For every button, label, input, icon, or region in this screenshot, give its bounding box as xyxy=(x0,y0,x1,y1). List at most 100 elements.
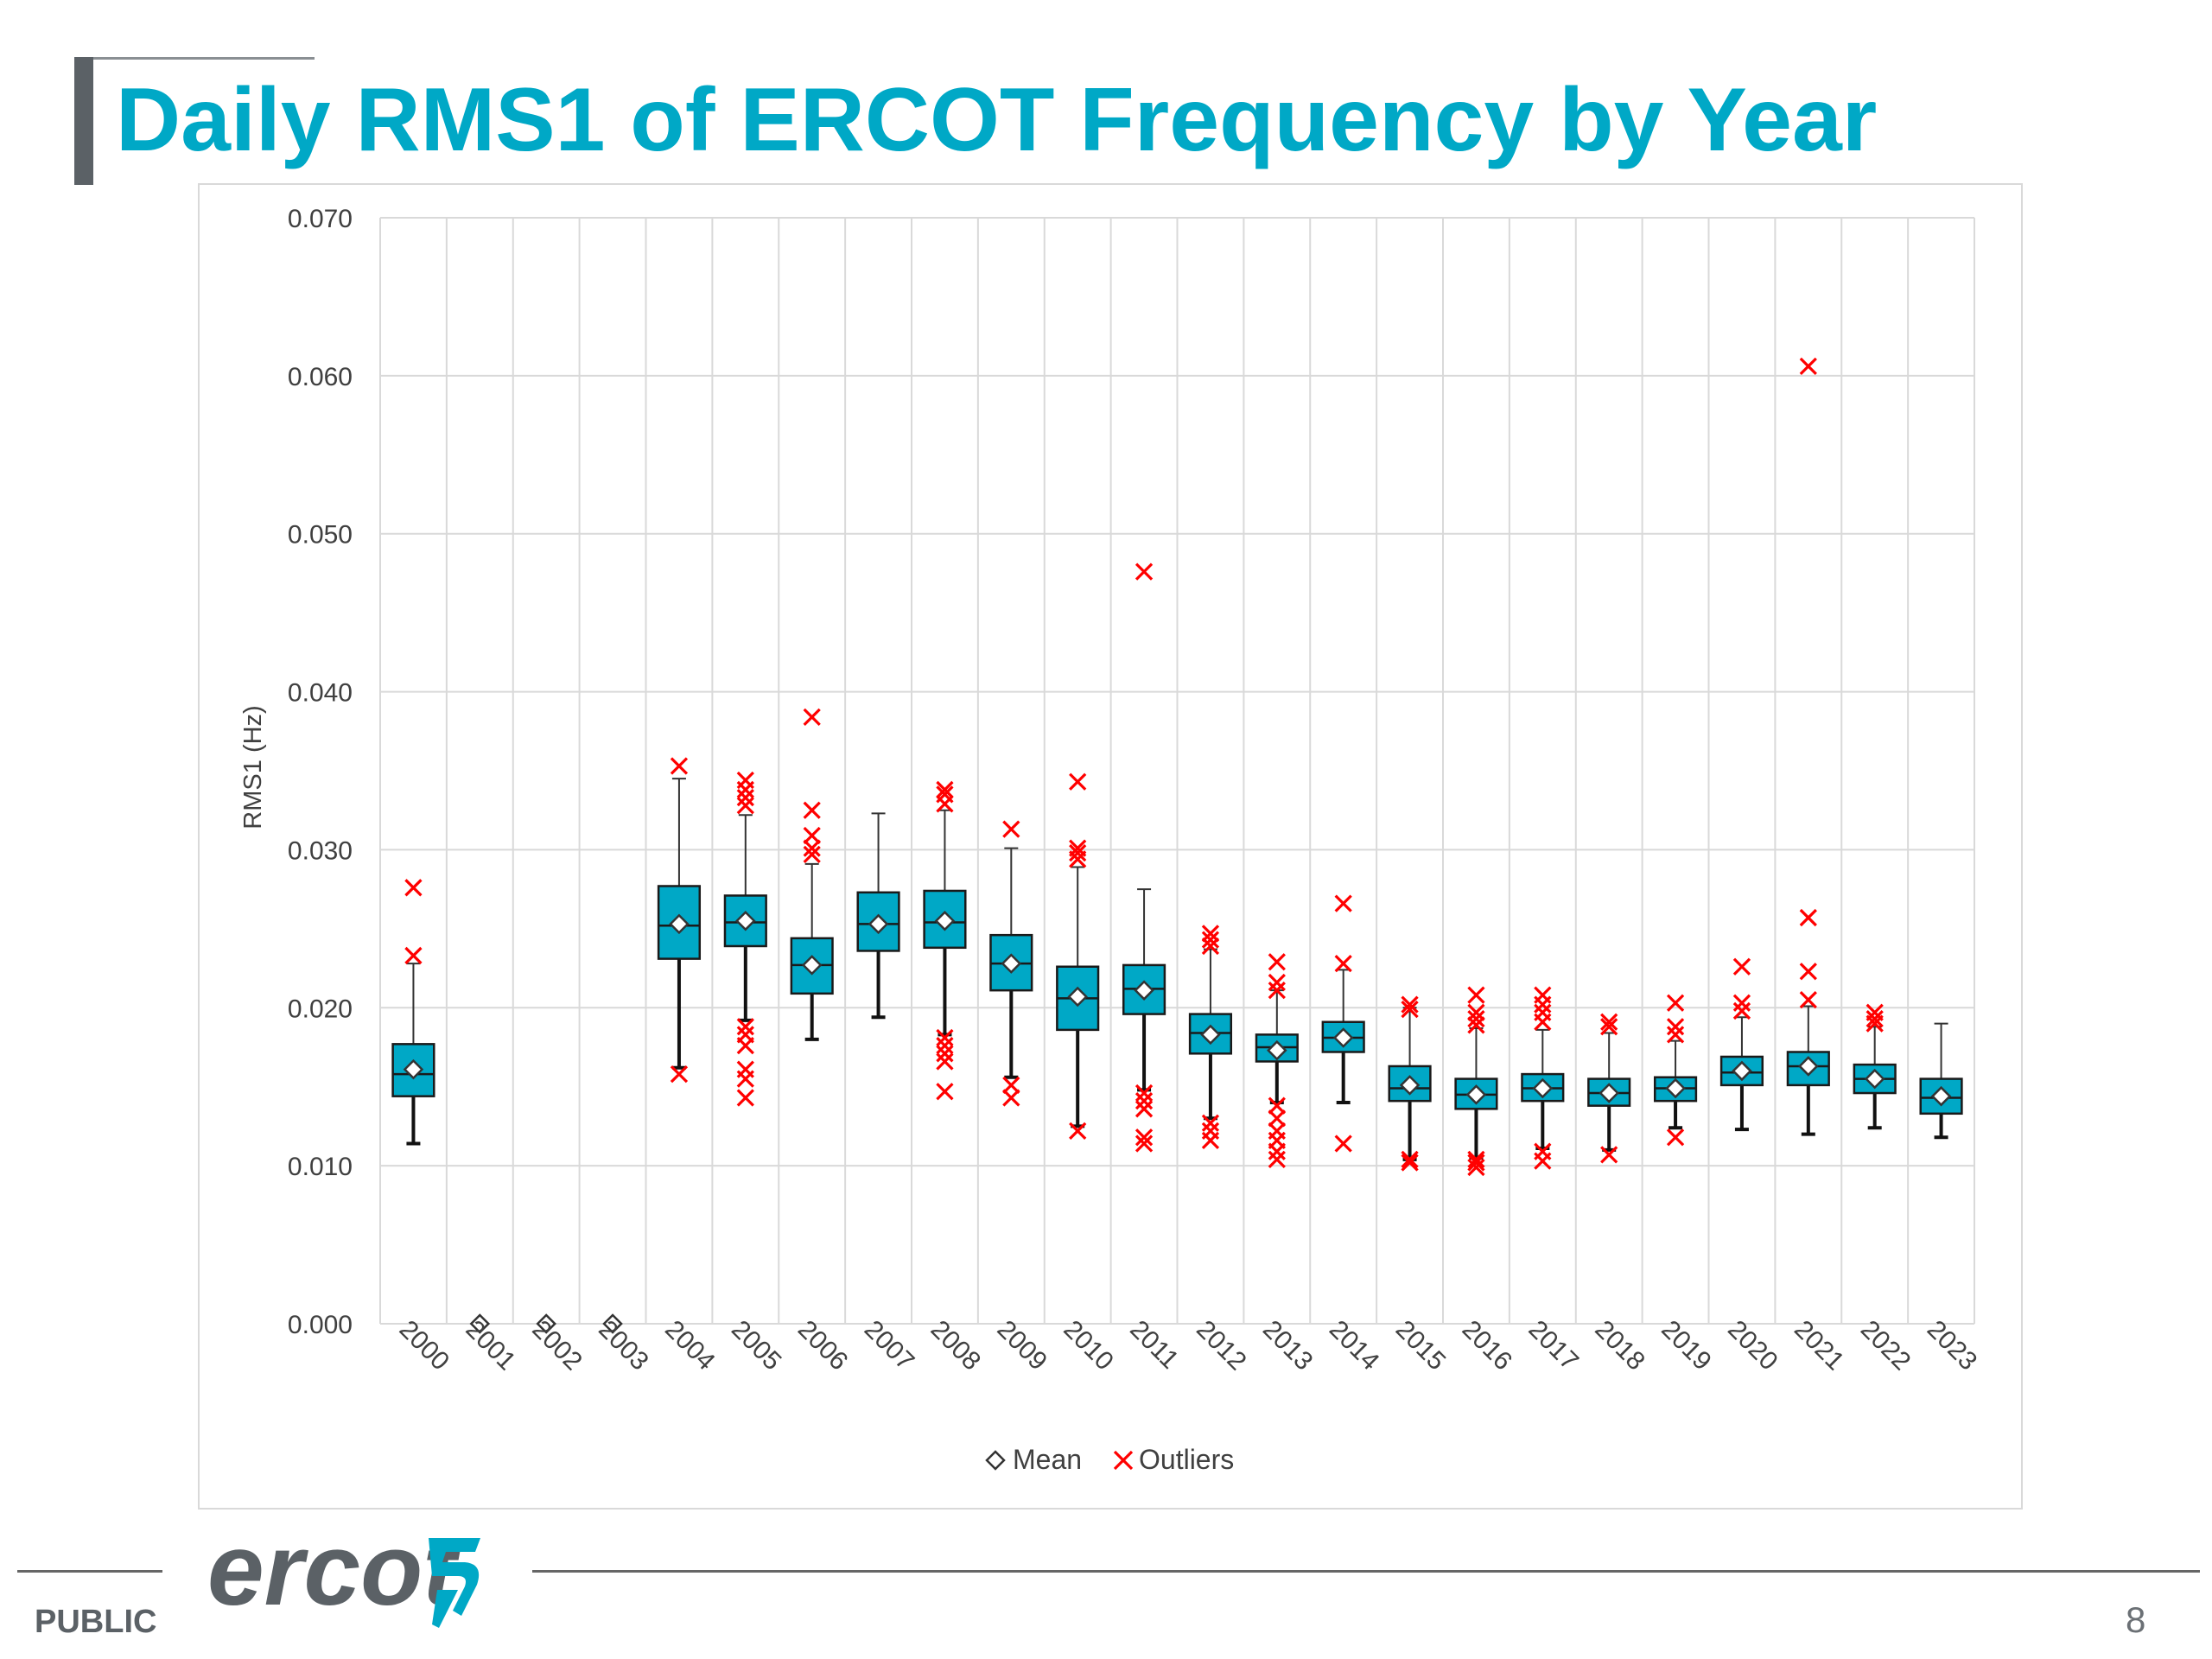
footer-public-label: PUBLIC xyxy=(35,1604,157,1640)
outlier-point xyxy=(1467,1158,1485,1177)
legend-mean-label: Mean xyxy=(1013,1444,1082,1475)
mean-marker xyxy=(1665,1077,1686,1099)
outlier-point xyxy=(1467,1150,1485,1168)
outlier-point xyxy=(1135,563,1154,581)
outlier-point xyxy=(936,785,954,804)
outlier-point xyxy=(1866,1009,1884,1028)
legend-mean-icon xyxy=(985,1450,1006,1471)
outlier-point xyxy=(1334,894,1352,912)
outlier-point xyxy=(736,788,754,807)
outlier-point xyxy=(1467,1009,1485,1028)
mean-marker xyxy=(1067,986,1088,1007)
title-accent-bar xyxy=(74,57,93,185)
outlier-point xyxy=(1799,991,1817,1009)
mean-marker xyxy=(1399,1075,1421,1096)
outlier-point xyxy=(1401,995,1419,1014)
outlier-point xyxy=(1799,963,1817,981)
outlier-point xyxy=(1866,1003,1884,1021)
outlier-point xyxy=(1732,1001,1751,1020)
outlier-point xyxy=(1534,1142,1552,1160)
legend-outliers-label: Outliers xyxy=(1139,1444,1234,1475)
outlier-point xyxy=(1268,973,1286,992)
outlier-point xyxy=(1135,1128,1154,1147)
mean-marker xyxy=(1532,1077,1554,1099)
outlier-point xyxy=(670,757,689,775)
outlier-point xyxy=(736,1026,754,1044)
outlier-point xyxy=(1534,1003,1552,1021)
y-tick-label: 0.010 xyxy=(288,1153,353,1181)
y-tick-label: 0.050 xyxy=(288,521,353,550)
y-tick-label: 0.060 xyxy=(288,363,353,391)
outlier-point xyxy=(936,1052,954,1071)
outlier-point xyxy=(1268,1122,1286,1141)
outlier-point xyxy=(736,797,754,815)
outlier-point xyxy=(803,708,821,726)
outlier-point xyxy=(1268,982,1286,1000)
mean-marker xyxy=(1798,1056,1819,1077)
mean-marker xyxy=(1134,980,1154,1001)
outlier-point xyxy=(1201,1114,1220,1132)
mean-marker xyxy=(868,913,889,935)
outlier-point xyxy=(1334,1135,1352,1153)
outlier-point xyxy=(1135,1135,1154,1153)
outlier-point xyxy=(1732,957,1751,976)
outlier-point xyxy=(1799,357,1817,376)
outlier-point xyxy=(404,946,423,965)
outlier-point xyxy=(736,771,754,790)
outlier-point xyxy=(1069,1122,1087,1141)
outlier-point xyxy=(1002,820,1020,838)
page-number: 8 xyxy=(2126,1599,2146,1640)
outlier-point xyxy=(1799,908,1817,927)
mean-marker xyxy=(403,1058,424,1080)
mean-marker xyxy=(1465,1084,1487,1105)
mean-marker xyxy=(934,910,956,931)
outlier-point xyxy=(936,1037,954,1055)
logo-wordmark: ercot xyxy=(207,1514,461,1627)
y-tick-label: 0.000 xyxy=(288,1311,353,1339)
ercot-logo: ercot xyxy=(207,1514,480,1628)
mean-marker xyxy=(801,955,823,976)
mean-marker xyxy=(1864,1068,1885,1090)
y-tick-label: 0.070 xyxy=(288,205,353,233)
outlier-point xyxy=(1069,843,1087,862)
outlier-point xyxy=(1334,954,1352,973)
outlier-point xyxy=(1666,994,1685,1012)
box-iqr xyxy=(657,885,702,960)
mean-marker xyxy=(1599,1083,1619,1103)
outlier-point xyxy=(1268,1096,1286,1115)
mean-marker xyxy=(1001,953,1022,974)
chart-frame xyxy=(198,183,2023,1510)
y-tick-label: 0.040 xyxy=(288,679,353,708)
mean-marker xyxy=(1930,1085,1952,1107)
outlier-point xyxy=(670,1065,689,1084)
outlier-point xyxy=(803,839,821,857)
outlier-point xyxy=(1201,925,1220,943)
mean-marker xyxy=(536,1313,556,1334)
outlier-point xyxy=(1069,772,1087,791)
outlier-point xyxy=(1069,839,1087,857)
outlier-point xyxy=(1268,1109,1286,1128)
outlier-point xyxy=(1666,1018,1685,1036)
logo-mark-icon xyxy=(429,1538,480,1628)
outlier-point xyxy=(404,879,423,897)
outlier-point xyxy=(936,780,954,799)
outlier-point xyxy=(1002,1089,1020,1107)
outlier-point xyxy=(1135,1100,1154,1118)
footer-divider-left xyxy=(17,1570,162,1573)
outlier-point xyxy=(1732,994,1751,1012)
outlier-point xyxy=(1201,937,1220,956)
mean-marker xyxy=(602,1313,623,1334)
outlier-point xyxy=(1268,953,1286,971)
outlier-point xyxy=(1467,1003,1485,1021)
outlier-point xyxy=(1135,1084,1154,1103)
mean-marker xyxy=(735,910,756,931)
outlier-point xyxy=(1600,1018,1618,1036)
outlier-point xyxy=(736,1018,754,1036)
outlier-point xyxy=(803,801,821,819)
outlier-point xyxy=(1467,1154,1485,1172)
outlier-point xyxy=(1600,1146,1618,1164)
outlier-point xyxy=(803,845,821,864)
outlier-point xyxy=(936,1028,954,1047)
outlier-point xyxy=(936,1083,954,1101)
